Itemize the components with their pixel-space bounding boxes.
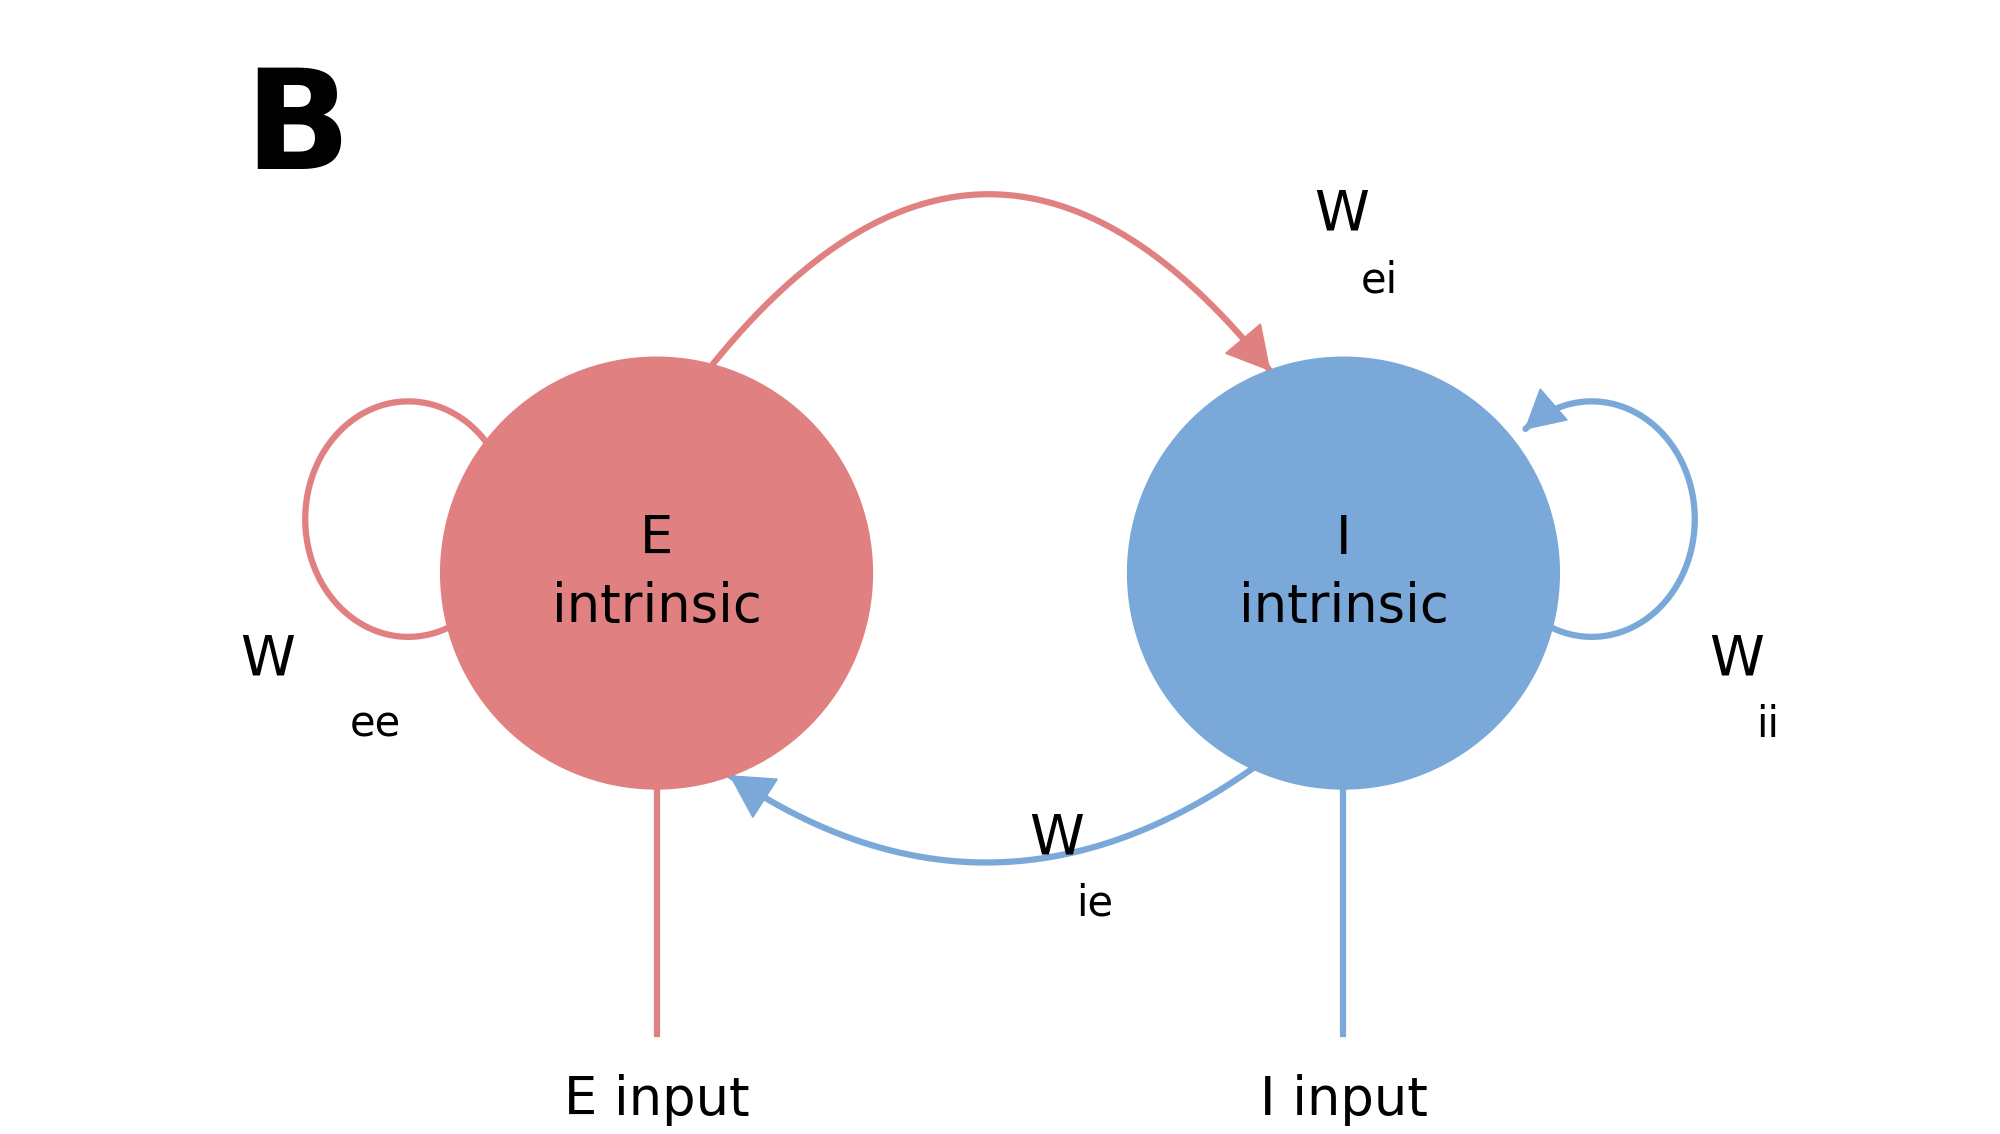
Text: $\mathregular{W}$: $\mathregular{W}$ (1314, 188, 1370, 242)
Text: $\mathregular{W}$: $\mathregular{W}$ (1710, 633, 1764, 686)
Text: ie: ie (1076, 882, 1114, 924)
Text: B: B (244, 62, 350, 197)
Polygon shape (488, 523, 528, 562)
Circle shape (440, 357, 872, 789)
Text: E input: E input (564, 1074, 750, 1126)
Polygon shape (1226, 324, 1270, 370)
Circle shape (1128, 357, 1560, 789)
Text: ee: ee (350, 703, 400, 745)
Polygon shape (730, 776, 778, 818)
Text: E
intrinsic: E intrinsic (552, 513, 762, 633)
Text: I input: I input (1260, 1074, 1428, 1126)
Polygon shape (1320, 743, 1366, 784)
Text: ei: ei (1362, 259, 1398, 301)
Text: I
intrinsic: I intrinsic (1238, 513, 1448, 633)
Text: $\mathregular{W}$: $\mathregular{W}$ (240, 633, 296, 686)
Polygon shape (1526, 389, 1568, 429)
Text: $\mathregular{W}$: $\mathregular{W}$ (1030, 811, 1084, 865)
Text: ii: ii (1756, 703, 1780, 745)
Polygon shape (634, 743, 680, 784)
